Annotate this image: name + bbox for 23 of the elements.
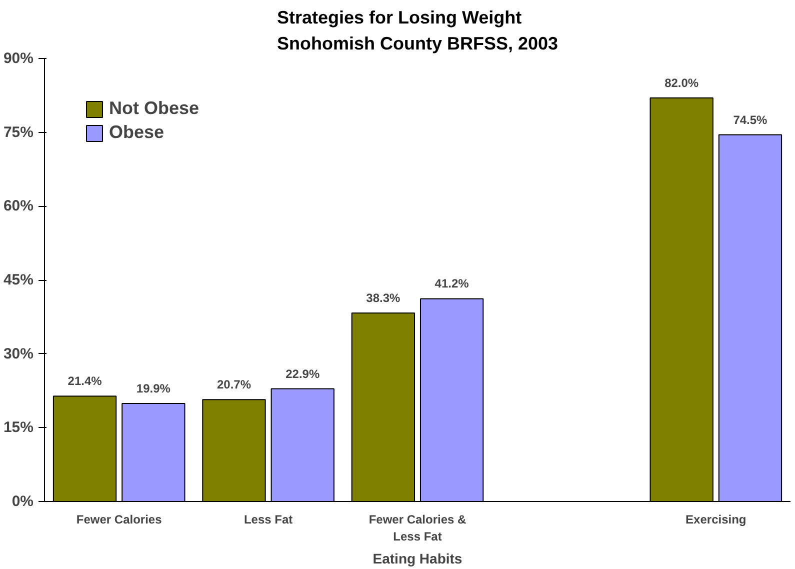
data-label: 41.2% (434, 276, 470, 291)
chart-title: Strategies for Losing Weight Snohomish County BRFSS, 2003 (276, 8, 558, 54)
y-tick-label: 0% (12, 493, 34, 510)
data-label: 38.3% (366, 290, 401, 305)
x-tick-label: Exercising (686, 512, 746, 526)
legend-label: Not Obese (109, 98, 200, 119)
y-tick-label: 30% (3, 345, 34, 362)
data-label: 20.7% (216, 378, 252, 392)
x-tick-label: Fewer Calories (76, 512, 162, 526)
y-tick-label: 60% (3, 198, 34, 215)
y-tick-label: 75% (3, 124, 34, 141)
data-label: 21.4% (68, 374, 102, 388)
y-tick-label: 45% (3, 272, 34, 288)
y-tick-label: 90% (3, 50, 34, 67)
data-label: 82.0% (664, 76, 699, 90)
data-label: 22.9% (286, 366, 320, 381)
x-tick-label: Fewer Calories & Less Fat (368, 512, 467, 544)
data-label: 19.9% (136, 382, 171, 396)
data-label: 74.5% (733, 112, 768, 127)
x-tick-label: Less Fat (244, 512, 293, 526)
y-tick-label: 15% (3, 419, 34, 436)
x-axis-title: Eating Habits (372, 550, 462, 566)
legend-label: Obese (109, 122, 164, 143)
